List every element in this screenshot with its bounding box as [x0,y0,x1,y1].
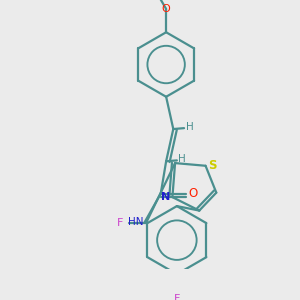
Text: H: H [178,154,186,164]
Text: H: H [186,122,193,132]
Text: O: O [162,4,170,14]
Text: F: F [174,294,180,300]
Text: HN: HN [128,217,143,227]
Text: N: N [160,192,170,202]
Text: S: S [208,159,217,172]
Text: O: O [188,187,198,200]
Text: F: F [117,218,124,228]
